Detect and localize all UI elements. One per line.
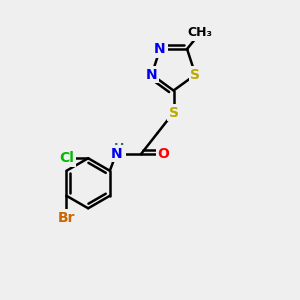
- Text: N: N: [154, 42, 166, 56]
- Text: CH₃: CH₃: [188, 26, 213, 39]
- Text: Br: Br: [58, 211, 75, 225]
- Text: S: S: [169, 106, 178, 120]
- Text: O: O: [157, 147, 169, 161]
- Text: H: H: [114, 142, 124, 155]
- Text: S: S: [190, 68, 200, 82]
- Text: Cl: Cl: [59, 151, 74, 165]
- Text: N: N: [110, 147, 122, 161]
- Text: N: N: [146, 68, 158, 82]
